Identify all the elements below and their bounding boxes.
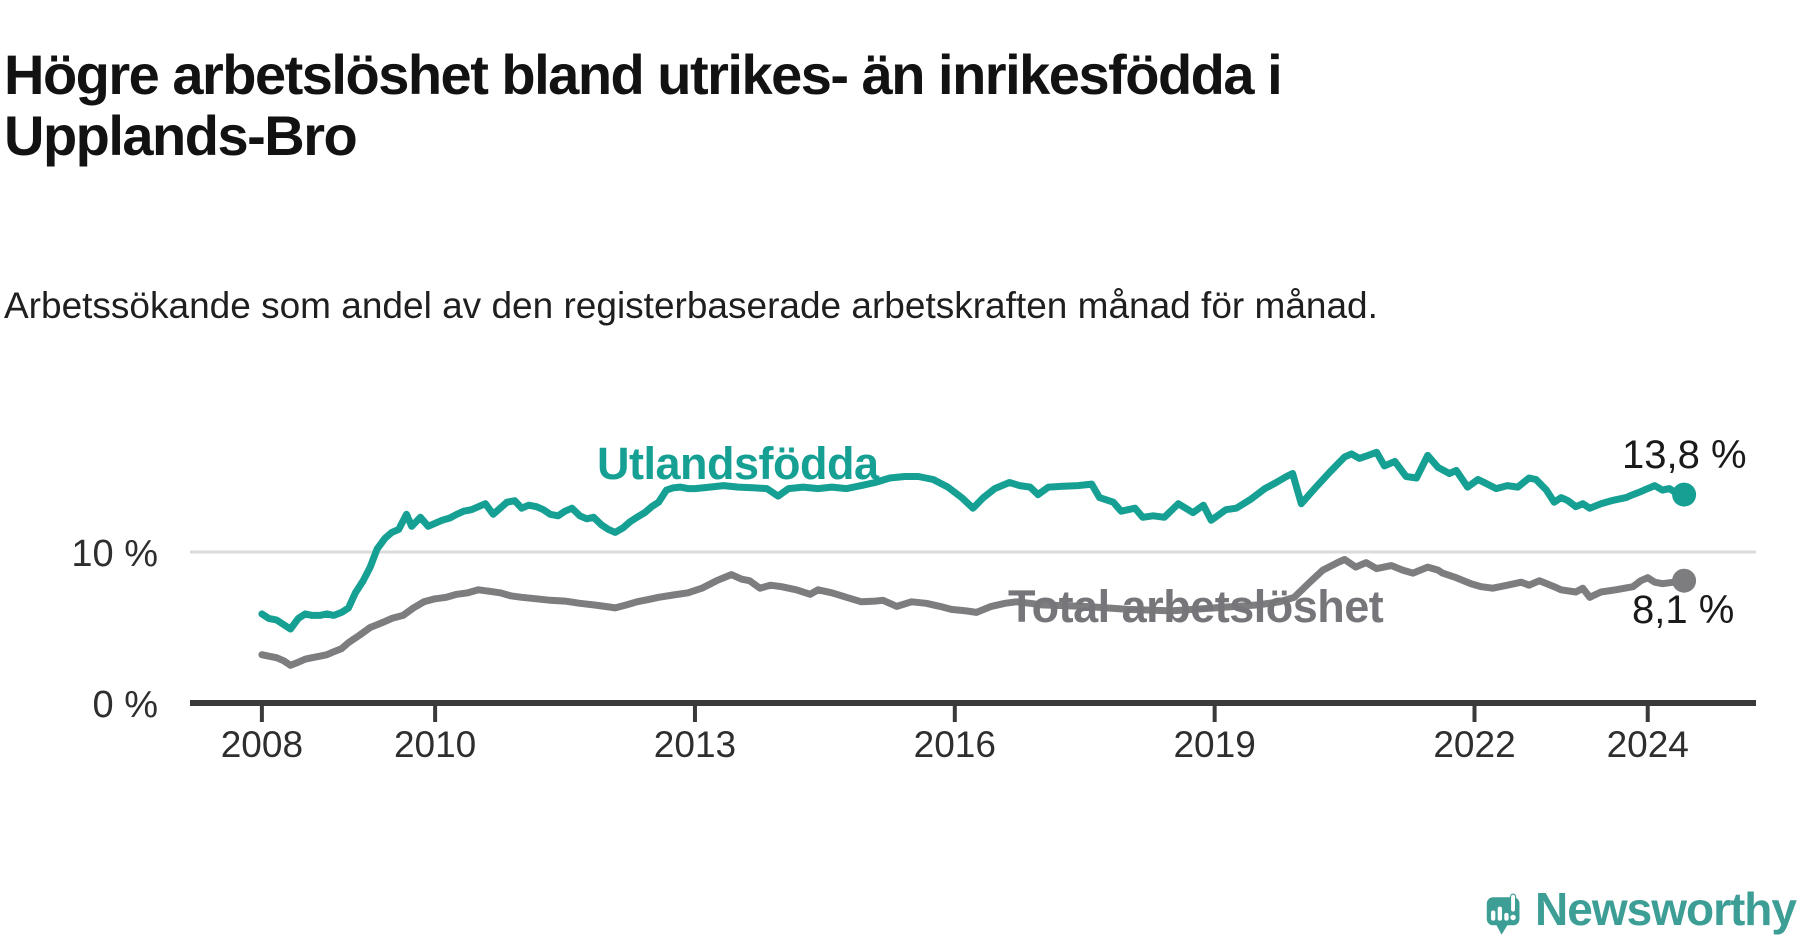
newsworthy-brand-link[interactable]: Newsworthy: [1486, 876, 1797, 948]
x-axis-tick-label: 2024: [1606, 724, 1689, 765]
series-line-utlandsfodda: [258, 448, 1688, 633]
chart-title: Högre arbetslöshet bland utrikes- än inr…: [4, 42, 1283, 168]
chart-subtitle: Arbetssökande som andel av den registerb…: [4, 285, 1378, 326]
endpoint-dot-total-arbetsloshet: [1672, 568, 1697, 593]
x-axis-ticks: [259, 703, 1650, 722]
x-axis-tick-label: 2013: [653, 724, 737, 765]
x-axis-tick-label: 2019: [1173, 724, 1256, 765]
endpoint-dot-utlandsfodda: [1672, 482, 1697, 507]
end-value-label-total-arbetsloshet: 8,1 %: [1632, 588, 1735, 632]
x-axis-tick-label: 2022: [1433, 724, 1516, 765]
end-value-label-utlandsfodda: 13,8 %: [1622, 433, 1747, 477]
series-label-total-arbetsloshet: Total arbetslöshet: [1008, 581, 1384, 632]
x-axis-tick-label: 2008: [220, 724, 304, 765]
y-axis-label-10: 10 %: [71, 533, 158, 575]
newsworthy-wordmark: Newsworthy: [1535, 883, 1797, 935]
newsworthy-speech-bubble-chart-icon: [1486, 893, 1520, 935]
series-line-total-arbetsloshet: [258, 556, 1688, 669]
x-axis-tick-label: 2010: [393, 724, 477, 765]
series-label-utlandsfodda: Utlandsfödda: [597, 438, 879, 489]
x-axis-tick-label: 2016: [913, 724, 996, 765]
y-axis-label-0: 0 %: [92, 684, 158, 726]
